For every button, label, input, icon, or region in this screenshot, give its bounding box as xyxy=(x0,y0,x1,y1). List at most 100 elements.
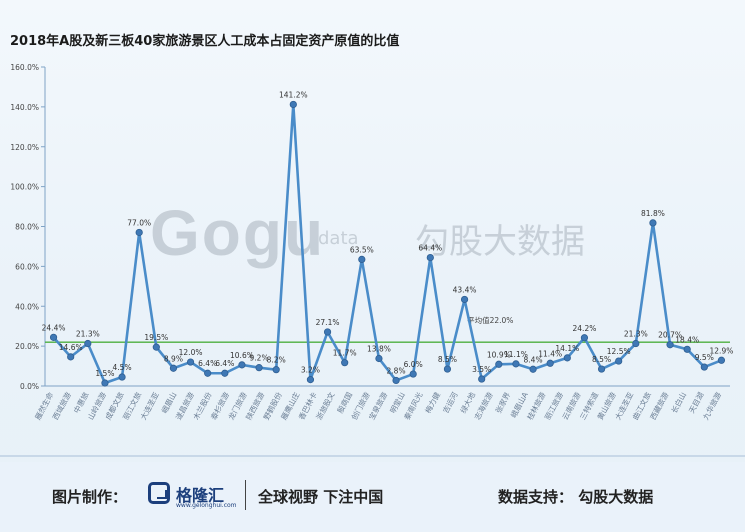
x-tick-label: 张家界 xyxy=(493,390,513,415)
data-point xyxy=(426,254,434,262)
data-point xyxy=(512,360,520,368)
data-point xyxy=(700,363,708,371)
data-label: 12.0% xyxy=(179,348,203,357)
data-point xyxy=(118,373,126,381)
y-tick-label: 120.0% xyxy=(10,143,39,152)
y-tick-label: 40.0% xyxy=(15,302,39,311)
data-label: 12.5% xyxy=(607,347,631,356)
data-point xyxy=(375,354,383,363)
data-label: 24.4% xyxy=(42,323,66,332)
x-tick-label: 中惠旅 xyxy=(71,390,91,415)
x-tick-label: 绿大地 xyxy=(458,390,478,415)
data-point xyxy=(632,339,640,348)
data-label: 13.8% xyxy=(367,344,391,353)
average-label: 平均值22.0% xyxy=(467,315,513,325)
data-label: 8.2% xyxy=(267,356,286,365)
y-tick-label: 160.0% xyxy=(10,63,39,72)
data-label: 8.5% xyxy=(438,355,457,364)
data-label: 3.2% xyxy=(301,366,320,375)
data-point xyxy=(443,365,452,373)
data-point xyxy=(683,345,691,353)
data-point xyxy=(221,369,229,377)
data-label: 63.5% xyxy=(350,245,374,254)
x-tick-label: 梅力健 xyxy=(423,390,443,415)
y-tick-label: 20.0% xyxy=(15,342,39,351)
data-label: 6.0% xyxy=(404,360,423,369)
data-point xyxy=(615,357,623,365)
data-point xyxy=(323,328,332,336)
data-point xyxy=(306,376,315,384)
data-point xyxy=(666,341,674,349)
x-tick-label: 峨眉山 xyxy=(159,390,178,415)
footer-separator xyxy=(245,480,246,510)
data-point xyxy=(135,228,143,237)
made-by-label: 图片制作： xyxy=(52,488,128,506)
data-label: 43.4% xyxy=(453,285,477,294)
y-tick-label: 60.0% xyxy=(15,262,39,271)
data-point xyxy=(563,354,571,362)
data-label: 3.5% xyxy=(472,365,491,374)
data-point xyxy=(546,359,554,367)
x-tick-label: 明堂山 xyxy=(387,390,406,415)
data-source: 数据支持： 勾股大数据 xyxy=(498,488,654,506)
data-point xyxy=(478,375,486,383)
x-tick-label: 长白山 xyxy=(669,390,688,415)
data-point xyxy=(409,370,417,378)
data-label: 81.8% xyxy=(641,209,665,218)
data-point xyxy=(392,376,400,385)
chart-title: 2018年A股及新三板40家旅游景区人工成本占固定资产原值的比值 xyxy=(10,34,400,49)
data-label: 24.2% xyxy=(573,324,597,333)
logo-url: www.gelonghui.com xyxy=(176,502,237,509)
footer-bar xyxy=(0,462,745,532)
data-point xyxy=(238,361,246,369)
data-point xyxy=(495,360,503,368)
line-chart: 0.0% 20.0% 40.0% 60.0% 80.0% 100.0% 120.0% 140.… xyxy=(10,63,734,421)
data-point xyxy=(204,369,212,377)
data-label: 4.5% xyxy=(113,363,132,372)
series-line xyxy=(52,103,722,385)
data-point xyxy=(67,353,75,361)
data-label: 12.9% xyxy=(710,346,734,355)
x-tick-label: 天目湖 xyxy=(687,391,706,415)
data-point xyxy=(289,100,297,109)
data-label: 77.0% xyxy=(127,218,151,227)
data-point xyxy=(49,333,58,341)
data-label: 9.5% xyxy=(695,353,714,362)
data-label: 6.4% xyxy=(215,359,234,368)
x-tick-label: 吉运河 xyxy=(441,390,460,415)
x-tick-label: 殷商国 xyxy=(335,390,354,415)
gelonghui-logo-icon xyxy=(148,482,170,504)
data-label: 6.4% xyxy=(198,359,217,368)
data-label: 20.7% xyxy=(658,331,682,340)
data-label: 2.8% xyxy=(387,366,406,375)
data-label: 14.1% xyxy=(555,344,579,353)
data-point xyxy=(341,359,349,367)
data-point xyxy=(255,364,263,372)
y-tick-label: 80.0% xyxy=(15,223,39,232)
data-label: 14.6% xyxy=(59,343,83,352)
data-point xyxy=(717,356,726,364)
data-point xyxy=(186,358,195,366)
data-point xyxy=(649,219,657,227)
data-point xyxy=(580,334,589,342)
data-point xyxy=(460,295,469,304)
data-label: 27.1% xyxy=(316,318,340,327)
data-point xyxy=(597,365,606,373)
data-label: 11.7% xyxy=(333,349,357,358)
data-label: 11.4% xyxy=(538,349,562,358)
data-label: 141.2% xyxy=(279,90,308,99)
data-label: 18.4% xyxy=(675,335,699,344)
data-label: 21.3% xyxy=(624,330,648,339)
data-point xyxy=(169,364,178,372)
y-tick-label: 140.0% xyxy=(10,103,39,112)
data-label: 11.1% xyxy=(504,350,528,359)
footer-divider-line xyxy=(0,455,745,457)
data-label: 8.5% xyxy=(592,355,611,364)
data-label: 19.5% xyxy=(144,333,168,342)
data-label: 8.9% xyxy=(164,354,183,363)
data-label: 21.3% xyxy=(76,330,100,339)
data-label: 10.9% xyxy=(487,350,511,359)
data-point xyxy=(358,255,366,263)
data-point xyxy=(152,343,160,351)
